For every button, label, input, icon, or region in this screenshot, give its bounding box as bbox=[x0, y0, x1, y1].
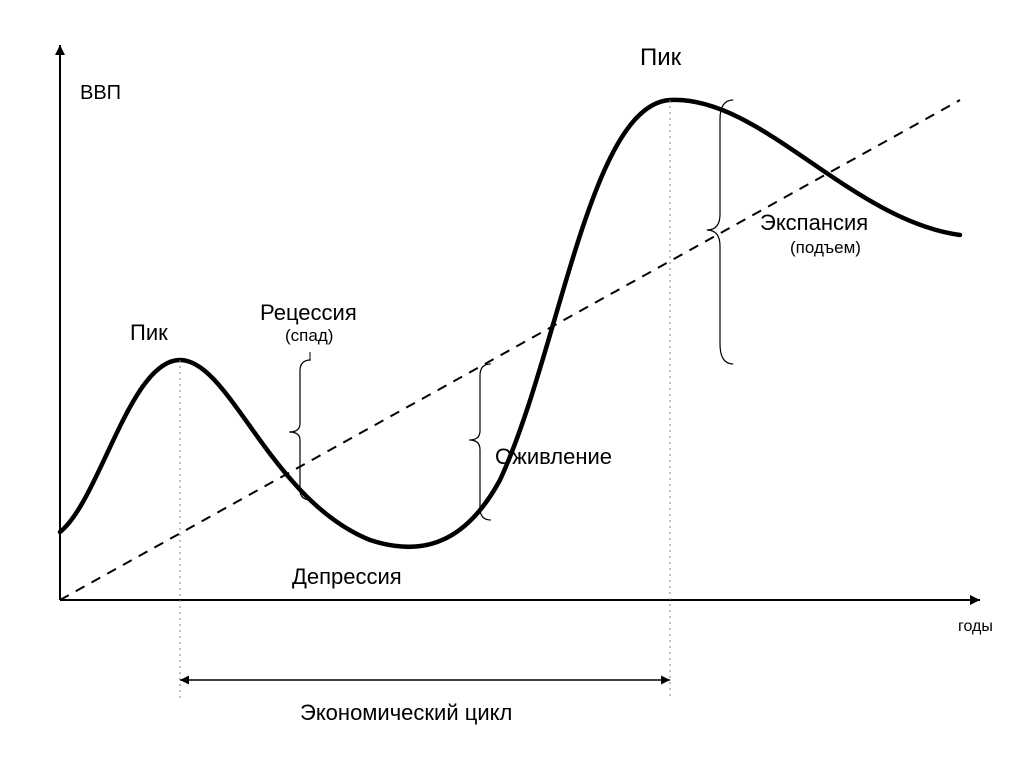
label-recovery: Оживление bbox=[495, 444, 612, 470]
label-depression: Депрессия bbox=[292, 564, 402, 590]
x-axis-label: годы bbox=[958, 618, 993, 636]
label-peak-1: Пик bbox=[130, 320, 168, 346]
label-recession-sub: (спад) bbox=[285, 326, 333, 346]
label-cycle: Экономический цикл bbox=[300, 700, 512, 726]
diagram-container: ВВП годы Пик Пик Рецессия (спад) Депресс… bbox=[0, 0, 1024, 767]
label-expansion-sub: (подъем) bbox=[790, 238, 861, 258]
label-peak-2: Пик bbox=[640, 44, 681, 72]
label-expansion: Экспансия bbox=[760, 210, 868, 236]
diagram-svg bbox=[0, 0, 1024, 767]
y-axis-label: ВВП bbox=[80, 82, 121, 105]
label-recession: Рецессия bbox=[260, 300, 357, 326]
